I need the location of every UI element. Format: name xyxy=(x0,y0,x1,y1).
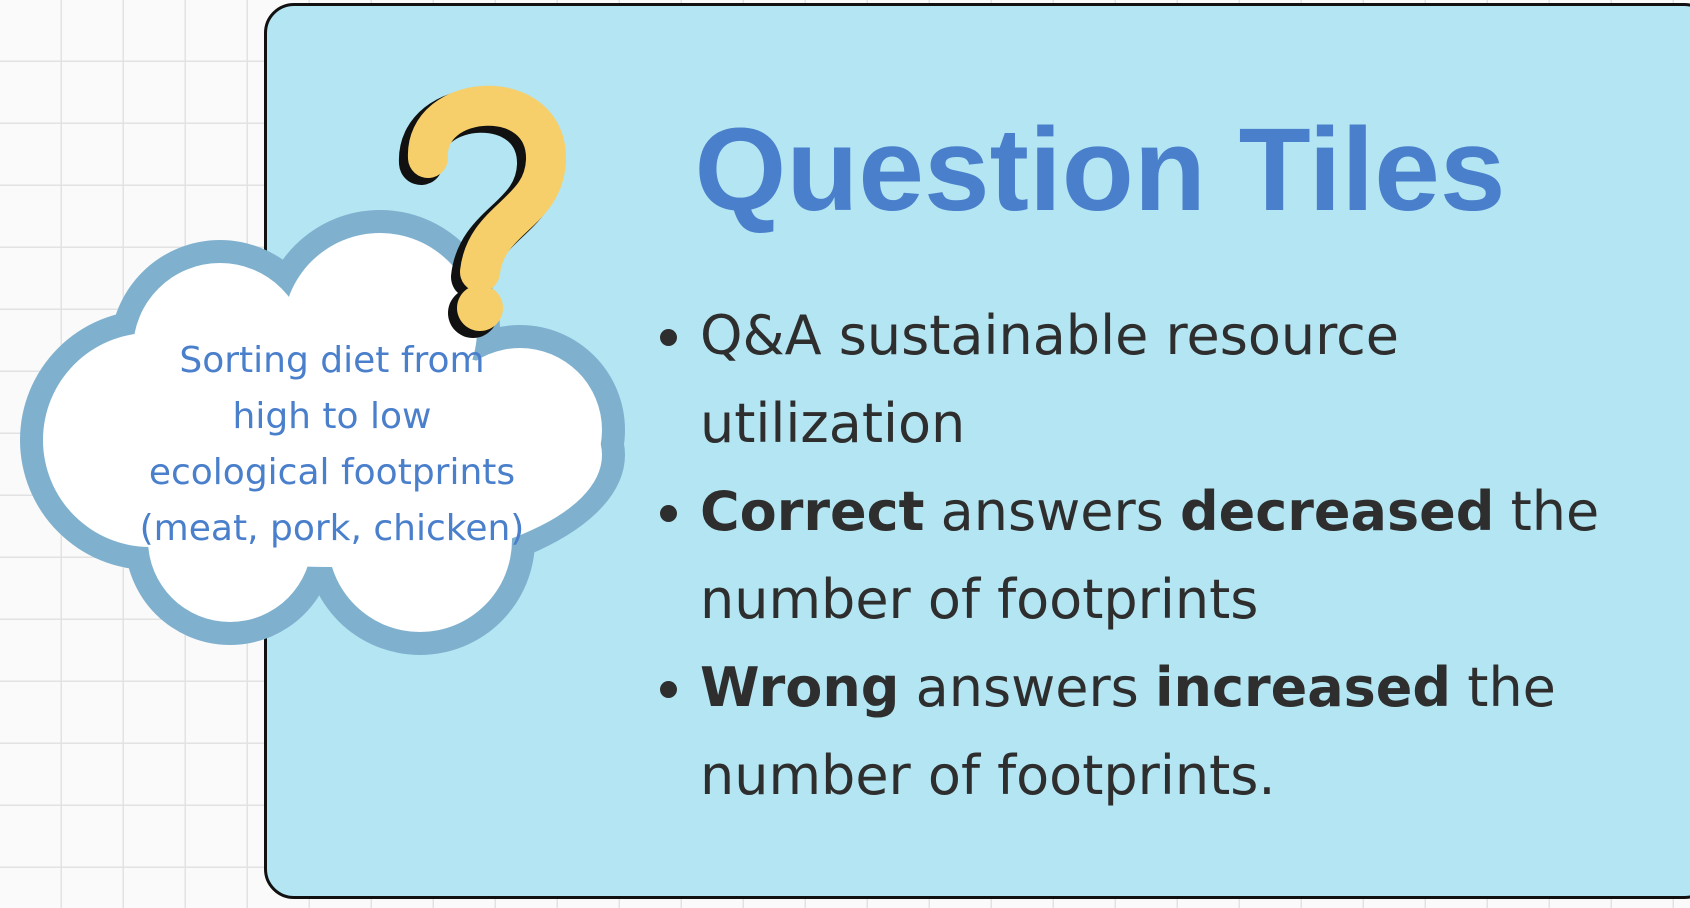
text: Q&A sustainable resource utilization xyxy=(700,304,1400,455)
text: answers xyxy=(915,656,1139,719)
bullet-list: Q&A sustainable resource utilizationCorr… xyxy=(650,292,1640,820)
cloud-fill xyxy=(43,233,602,632)
text: the number of footprints. xyxy=(700,656,1556,807)
bold-text: Wrong xyxy=(700,656,900,719)
bold-text: decreased xyxy=(1179,480,1495,543)
text: answers xyxy=(940,480,1164,543)
bold-text: increased xyxy=(1155,656,1452,719)
cloud-text: (meat, pork, chicken) xyxy=(140,508,525,549)
title: Question Tiles xyxy=(694,104,1506,236)
cloud-text: high to low xyxy=(233,396,432,437)
question-mark xyxy=(399,85,566,338)
bold-text: Correct xyxy=(700,480,925,543)
cloud-text: ecological footprints xyxy=(149,452,515,493)
cloud-text: Sorting diet from xyxy=(179,340,484,381)
text: the number of footprints xyxy=(700,480,1600,631)
bullet: Q&A sustainable resource utilization xyxy=(700,292,1640,468)
